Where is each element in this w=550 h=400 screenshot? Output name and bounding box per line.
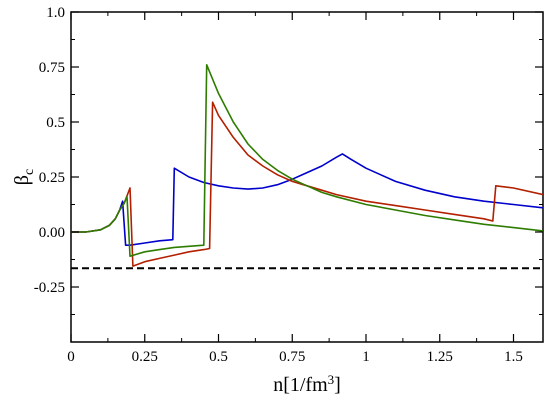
x-tick-label: 0.25 [132, 349, 158, 365]
series-line-1 [71, 153, 543, 246]
x-tick-label: 0.5 [209, 349, 228, 365]
x-tick-label: 1.25 [427, 349, 453, 365]
y-tick-label: 0.00 [39, 225, 65, 241]
x-tick-label: 1.5 [504, 349, 523, 365]
y-tick-label: 0.25 [39, 170, 65, 186]
x-axis-ticks: 0 0.25 0.5 0.75 1 1.25 1.5 [67, 12, 523, 365]
series-line-3 [71, 64, 543, 257]
x-tick-label: 0 [67, 349, 75, 365]
series-layer [71, 64, 543, 270]
x-axis-label: n[1/fm3] [273, 372, 341, 396]
x-tick-label: 0.75 [279, 349, 305, 365]
y-tick-label: -0.25 [34, 280, 65, 296]
y-axis-ticks: -0.25 0.00 0.25 0.5 0.75 1.0 [34, 5, 543, 315]
y-tick-label: 0.5 [46, 115, 65, 131]
y-axis-label: βc [11, 169, 37, 185]
y-tick-label: 1.0 [46, 5, 65, 21]
series-line-2 [71, 101, 543, 267]
plot-frame [70, 11, 544, 343]
x-tick-label: 1 [362, 349, 370, 365]
y-tick-label: 0.75 [39, 60, 65, 76]
